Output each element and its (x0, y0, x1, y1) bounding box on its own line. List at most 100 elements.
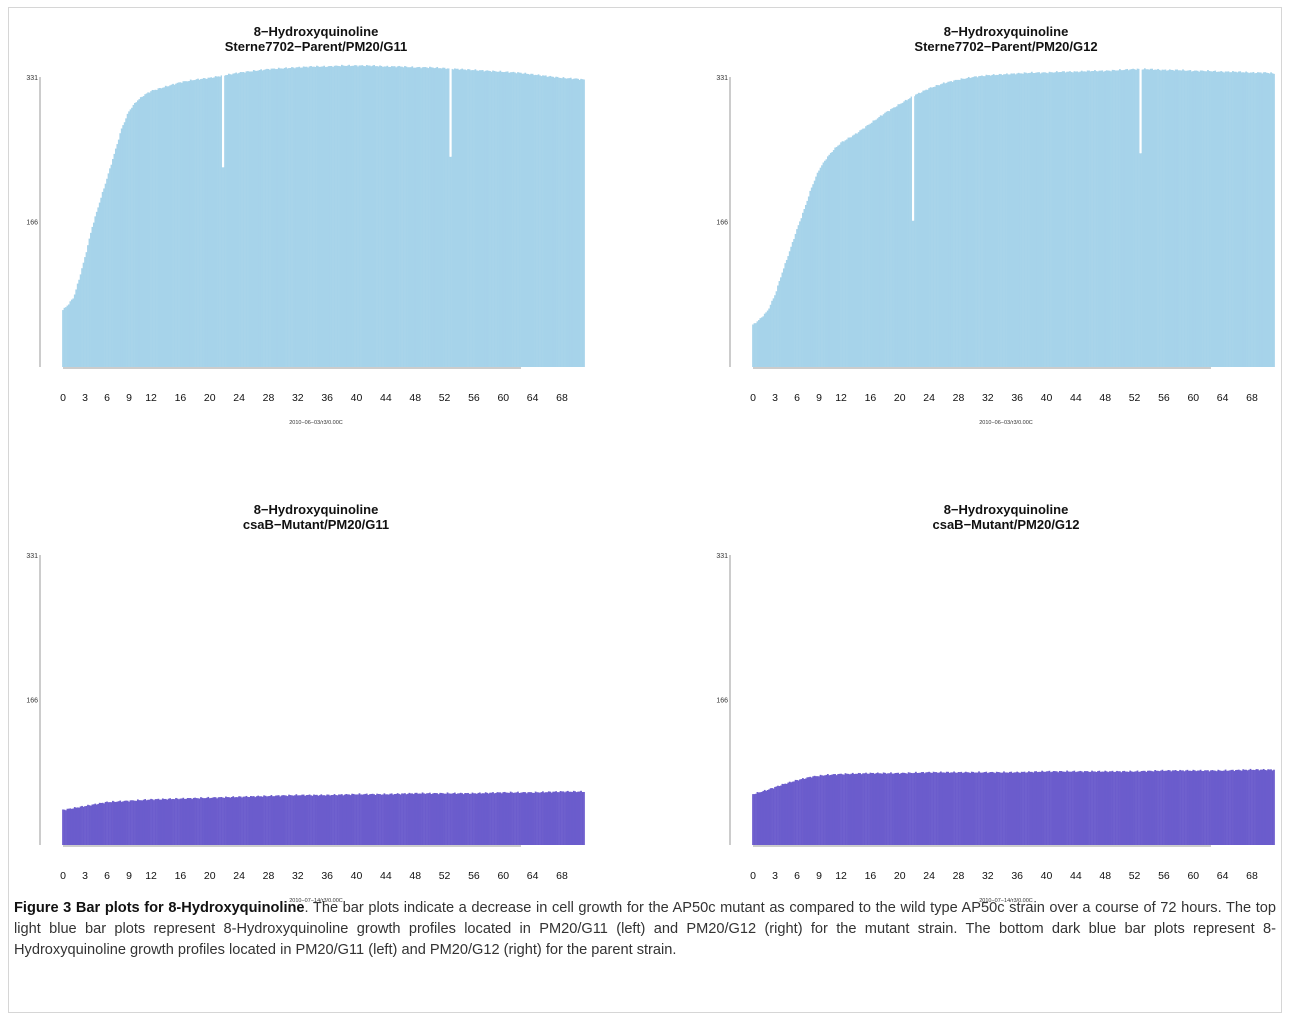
bar (800, 218, 803, 367)
bar (1186, 769, 1189, 845)
bar (1047, 771, 1049, 845)
bar (227, 797, 230, 845)
bar (1271, 73, 1274, 367)
bar (1080, 70, 1083, 367)
bar (923, 773, 926, 845)
bar (505, 792, 508, 845)
bar (1176, 69, 1178, 367)
bar (1000, 74, 1002, 368)
bar (109, 168, 111, 367)
bar (495, 793, 497, 845)
bar (580, 790, 582, 845)
bar (959, 79, 961, 368)
x-tick-label: 52 (439, 870, 451, 882)
bar (208, 77, 211, 368)
bar (819, 774, 822, 845)
bar (537, 792, 540, 845)
bar (1261, 769, 1264, 845)
bar (1095, 771, 1098, 845)
bar (1014, 772, 1017, 845)
bar (225, 796, 227, 845)
bar (440, 68, 443, 367)
bar (1001, 772, 1004, 845)
bar (873, 773, 876, 845)
bar (544, 792, 547, 845)
bar (198, 798, 201, 845)
bar (1224, 769, 1227, 845)
bar (1148, 770, 1151, 845)
bar (276, 69, 279, 368)
bar (800, 779, 803, 845)
bar (926, 89, 929, 367)
bar (846, 773, 848, 845)
caption-body: . The bar plots indicate a decrease in c… (14, 900, 1277, 958)
bar (1142, 770, 1145, 845)
bar (76, 807, 79, 845)
bar (815, 176, 817, 367)
bar (826, 156, 829, 367)
bar (500, 71, 503, 368)
bar (480, 70, 483, 368)
bar (392, 66, 395, 368)
bar (1094, 70, 1096, 367)
bar (227, 73, 230, 368)
bar (1080, 771, 1083, 845)
bar (251, 71, 254, 367)
bar (574, 791, 577, 845)
bar (794, 233, 797, 367)
bar (346, 794, 349, 845)
bar (879, 115, 882, 367)
x-tick-label: 6 (794, 392, 800, 404)
bar (881, 115, 884, 367)
bar (925, 89, 928, 368)
bar (1030, 771, 1033, 845)
bar (1161, 69, 1164, 367)
bar (1117, 771, 1120, 845)
bar (210, 797, 213, 845)
bar (1133, 771, 1136, 845)
chart-title: 8−Hydroxyquinoline (253, 24, 379, 39)
bar (1039, 73, 1042, 368)
bar (305, 66, 308, 367)
bar (420, 793, 422, 845)
bar (390, 793, 393, 845)
bar (383, 66, 386, 367)
bar (1193, 770, 1196, 845)
bar (890, 772, 892, 845)
bar (555, 791, 557, 845)
bar (1048, 71, 1051, 368)
bar (1237, 769, 1240, 845)
bar (1198, 71, 1201, 367)
bar (1215, 72, 1218, 368)
bar (288, 794, 290, 845)
bar (274, 795, 277, 845)
bar (1166, 770, 1168, 845)
bar (857, 132, 860, 367)
bar (945, 771, 948, 845)
bar (348, 64, 351, 368)
bar (1003, 771, 1005, 845)
bar (1064, 72, 1067, 368)
bar (327, 66, 330, 368)
bar (1006, 73, 1008, 367)
bar (939, 771, 942, 845)
bar (389, 793, 392, 845)
bar (583, 791, 585, 845)
bar (116, 144, 119, 367)
bar (92, 804, 95, 845)
x-tick-label: 44 (1070, 870, 1082, 882)
bar (530, 73, 533, 367)
bar (267, 68, 270, 368)
bar (1255, 72, 1258, 367)
bar (270, 795, 273, 845)
bar (499, 792, 502, 845)
bar (835, 146, 838, 367)
bar (192, 80, 195, 368)
bar (994, 75, 997, 367)
bar (474, 793, 477, 845)
x-tick-label: 56 (468, 870, 480, 882)
bar (1107, 772, 1110, 845)
bar (942, 82, 945, 368)
bar (947, 81, 950, 368)
bar (828, 775, 831, 845)
